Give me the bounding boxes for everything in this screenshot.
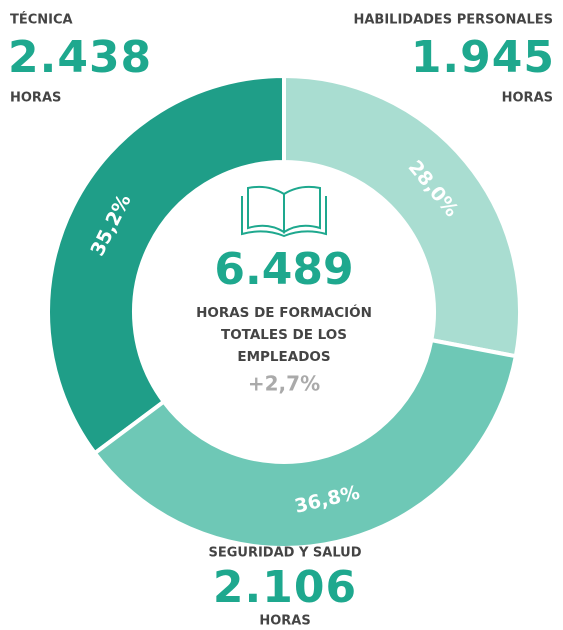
unit-label: HORAS <box>259 614 310 629</box>
hours-value: 1.945 <box>411 32 555 83</box>
hours-value: 2.106 <box>213 562 357 613</box>
category-label: HABILIDADES PERSONALES <box>353 13 553 28</box>
donut-segment <box>46 73 286 456</box>
book-icon <box>241 185 327 238</box>
center-value: 6.489 <box>214 244 353 295</box>
change-label: +2,7% <box>248 372 320 396</box>
center-text: TOTALES DE LOS <box>221 327 347 343</box>
hours-value: 2.438 <box>8 32 152 83</box>
donut-segment <box>282 73 522 359</box>
donut-segment <box>92 337 519 550</box>
category-label: TÉCNICA <box>10 12 73 28</box>
category-label: SEGURIDAD Y SALUD <box>208 546 361 561</box>
center-text: EMPLEADOS <box>237 349 330 365</box>
donut <box>46 73 522 550</box>
center-text: HORAS DE FORMACIÓN <box>196 303 372 321</box>
unit-label: HORAS <box>502 91 553 106</box>
unit-label: HORAS <box>10 91 61 106</box>
